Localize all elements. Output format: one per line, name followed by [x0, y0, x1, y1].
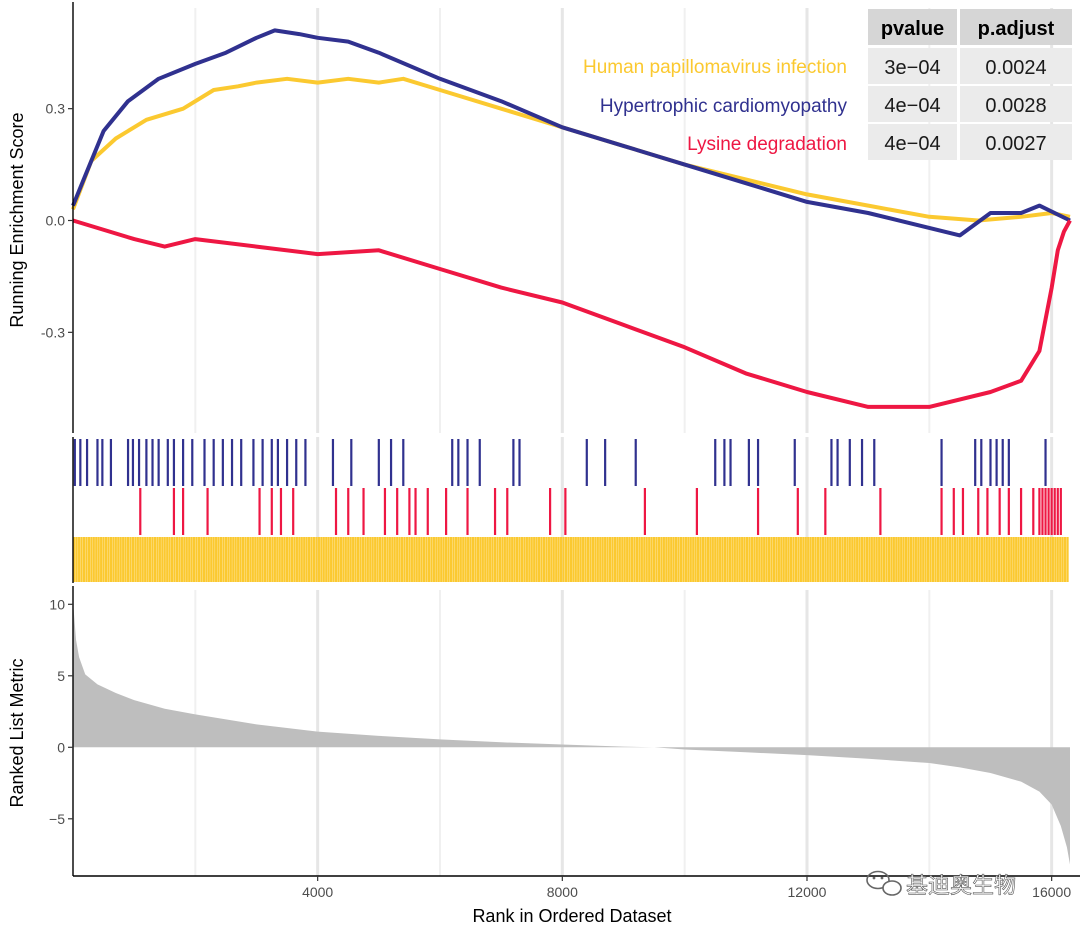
table-cell-bg: [868, 86, 957, 122]
table-cell-pvalue: 4e−04: [884, 133, 940, 155]
bottom-y-tick-label: 5: [57, 668, 65, 684]
table-cell-bg: [960, 86, 1072, 122]
legend-entry-human-papillomavirus-infection: Human papillomavirus infection: [583, 57, 847, 78]
axes-layer: [68, 2, 1080, 881]
table-cell-bg: [868, 124, 957, 160]
bottom-y-tick-label: 10: [49, 596, 65, 612]
x-tick-label: 8000: [547, 884, 578, 900]
hits-panel: [73, 439, 1069, 582]
table-cell-bg: [960, 48, 1072, 84]
ranked-metric-area: [73, 601, 1070, 865]
table-cell-pvalue: 4e−04: [884, 95, 940, 117]
x-axis-title: Rank in Ordered Dataset: [472, 906, 671, 926]
top-y-tick-label: -0.3: [41, 324, 65, 340]
table-cell-p-adjust: 0.0027: [985, 133, 1046, 155]
bottom-y-axis-title: Ranked List Metric: [7, 658, 27, 807]
table-header-cell: [960, 9, 1072, 45]
top-y-tick-label: 0.3: [46, 101, 66, 117]
ranked-metric-fill: [73, 601, 1070, 865]
table-header-pvalue: pvalue: [881, 18, 944, 40]
table-header-p-adjust: p.adjust: [978, 18, 1055, 40]
legend: Human papillomavirus infection Hypertroph…: [583, 57, 848, 155]
stats-table: pvalue p.adjust 3e−04 0.0024 4e−04 0.0028 4e−0…: [868, 9, 1072, 160]
tick-labels: -0.3 0.0 0.3 −5 0 5 10 4000 8000 12000 16000: [41, 101, 1071, 900]
line-lysine-degradation: [72, 218, 1072, 409]
table-header-cell: [868, 9, 957, 45]
table-cell-bg: [868, 48, 957, 84]
x-tick-label: 12000: [788, 884, 827, 900]
line-human-papillomavirus-infection: [71, 76, 1071, 223]
bottom-y-tick-label: −5: [49, 811, 65, 827]
wechat-icon: [866, 870, 902, 896]
legend-entry-lysine-degradation: Lysine degradation: [687, 134, 847, 155]
x-tick-label: 16000: [1032, 884, 1071, 900]
table-cell-pvalue: 3e−04: [884, 57, 940, 79]
legend-entry-hypertrophic-cardiomyopathy: Hypertrophic cardiomyopathy: [600, 96, 848, 117]
top-y-axis-title: Running Enrichment Score: [7, 112, 27, 327]
x-tick-label: 4000: [302, 884, 333, 900]
table-cell-bg: [960, 124, 1072, 160]
top-y-tick-label: 0.0: [46, 213, 66, 229]
line-hypertrophic-cardiomyopathy: [71, 28, 1071, 238]
watermark: 基迪奥生物: [866, 870, 1016, 899]
table-cell-p-adjust: 0.0028: [985, 95, 1046, 117]
watermark-text: 基迪奥生物: [906, 874, 1016, 899]
running-score-lines: [71, 28, 1072, 409]
table-cell-p-adjust: 0.0024: [985, 57, 1046, 79]
bottom-y-tick-label: 0: [57, 739, 65, 755]
